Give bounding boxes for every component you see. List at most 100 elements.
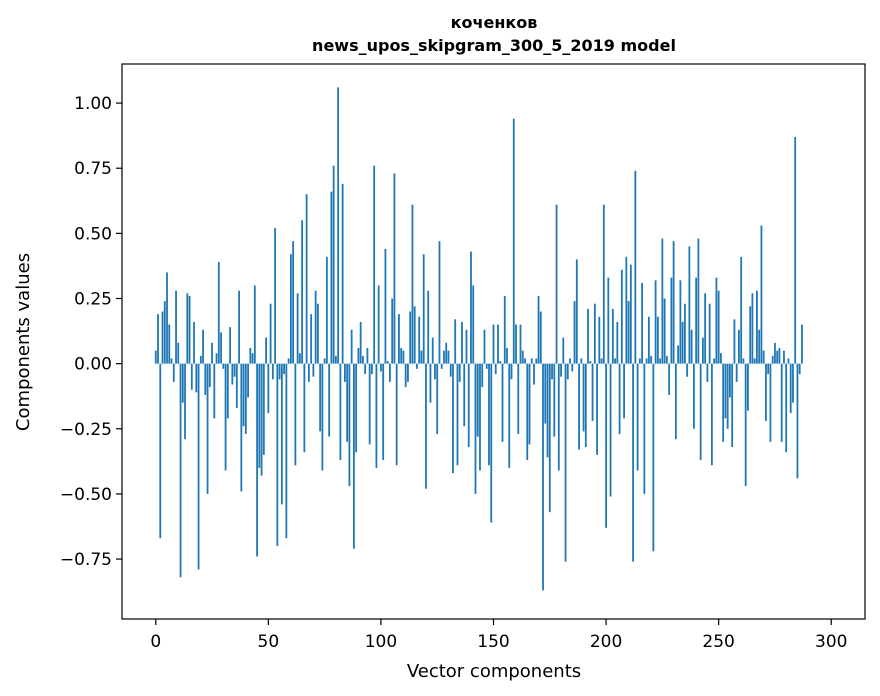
bar	[321, 363, 324, 471]
bar	[244, 363, 247, 434]
bar	[395, 363, 398, 466]
bar	[668, 363, 671, 395]
y-tick-label: 0.50	[74, 224, 112, 244]
bar	[474, 363, 477, 494]
bar	[785, 363, 788, 453]
bar	[184, 363, 186, 440]
bar	[251, 353, 254, 364]
bar	[314, 290, 317, 364]
bar	[481, 363, 484, 388]
bar	[530, 358, 533, 364]
bar	[380, 363, 382, 372]
bar	[341, 183, 344, 364]
bar	[179, 363, 182, 578]
bar	[348, 363, 351, 487]
bar	[796, 363, 799, 479]
y-axis-ticks: −0.75 −0.50 −0.25 0.00 0.25 0.50 0.75 1.00	[60, 94, 122, 570]
bar	[490, 363, 493, 523]
bar	[753, 358, 756, 364]
bar	[582, 363, 585, 432]
bar	[713, 358, 716, 364]
bar	[247, 363, 249, 398]
bar	[328, 363, 331, 437]
bar	[697, 238, 700, 364]
bar	[280, 363, 283, 505]
bar	[690, 329, 693, 364]
bar	[780, 363, 783, 442]
bar	[283, 363, 286, 375]
bar	[627, 301, 630, 364]
bar	[494, 363, 497, 375]
bar	[650, 355, 653, 364]
bar	[334, 355, 337, 364]
bar	[641, 282, 643, 364]
y-tick-label: 0.00	[74, 355, 112, 375]
bar	[161, 311, 164, 364]
bar	[287, 358, 290, 364]
bar	[562, 337, 565, 364]
bar	[337, 87, 340, 364]
bar	[674, 363, 677, 440]
bar	[654, 280, 657, 364]
y-tick-label: −0.75	[60, 550, 112, 570]
bar	[672, 241, 675, 364]
bar	[742, 358, 745, 364]
bar	[197, 363, 200, 570]
bar	[298, 353, 301, 364]
bar	[704, 293, 707, 364]
x-tick-label: 300	[815, 632, 847, 652]
bar	[553, 363, 556, 437]
bar	[686, 363, 689, 377]
bar	[431, 337, 434, 364]
bar	[681, 321, 684, 364]
bar	[170, 358, 173, 364]
bar	[620, 269, 623, 364]
bar	[213, 363, 216, 419]
y-tick-label: −0.25	[60, 420, 112, 440]
bar	[726, 363, 729, 429]
bar	[488, 363, 490, 466]
bar	[479, 363, 481, 471]
bar	[188, 295, 191, 364]
bar	[224, 363, 227, 471]
bar	[683, 303, 686, 364]
x-tick-label: 250	[702, 632, 734, 652]
bar	[566, 363, 569, 380]
bar	[508, 363, 511, 468]
bar	[296, 293, 299, 364]
bar	[258, 363, 261, 468]
bar	[422, 254, 425, 364]
bar	[517, 363, 520, 434]
bar	[436, 363, 439, 434]
bar	[416, 363, 418, 369]
bar	[382, 363, 385, 461]
bar	[555, 204, 558, 364]
bars-group	[154, 87, 803, 591]
bar	[420, 350, 423, 364]
bar	[789, 363, 792, 414]
bar	[544, 363, 547, 424]
bar	[359, 321, 362, 364]
bar	[438, 241, 441, 364]
bar	[679, 280, 682, 364]
bar	[798, 363, 801, 375]
bar	[211, 342, 213, 364]
bar	[794, 136, 797, 364]
bar	[269, 303, 272, 364]
bar	[375, 363, 378, 468]
bar	[526, 363, 529, 461]
bar	[510, 363, 513, 380]
bar	[172, 363, 175, 382]
bar	[443, 350, 445, 364]
bar	[386, 361, 389, 364]
bar	[769, 363, 772, 442]
bar	[765, 363, 767, 421]
bar	[546, 363, 549, 458]
y-tick-label: −0.50	[60, 485, 112, 505]
bar	[175, 290, 177, 364]
bar	[729, 363, 731, 398]
x-axis-ticks: 0 50 100 150 200 250 300	[150, 619, 847, 652]
bar	[452, 363, 454, 474]
y-tick-label: 0.75	[74, 159, 112, 179]
bar	[551, 363, 553, 380]
